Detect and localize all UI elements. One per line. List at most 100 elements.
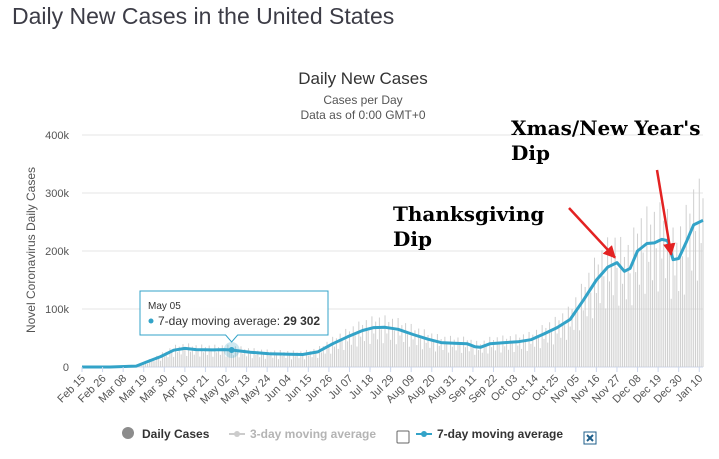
legend-7day-label: 7-day moving average: [437, 427, 563, 441]
daily-case-bar: [259, 357, 261, 367]
daily-case-bar: [195, 345, 197, 367]
daily-case-bar: [620, 236, 622, 367]
chart-data-timestamp: Data as of 0:00 GMT+0: [300, 108, 425, 122]
daily-case-bar: [511, 343, 513, 367]
daily-case-bar: [141, 364, 143, 367]
daily-case-bar: [414, 330, 416, 367]
daily-case-bar: [167, 357, 169, 367]
daily-case-bar: [302, 355, 304, 367]
daily-case-bar: [204, 347, 206, 367]
daily-case-bar: [294, 356, 296, 367]
y-axis-label: Novel Coronavirus Daily Cases: [24, 167, 38, 333]
legend-close-button[interactable]: [583, 431, 597, 445]
daily-case-bar: [305, 349, 307, 367]
y-tick-label: 400k: [45, 130, 69, 142]
daily-case-bar: [416, 345, 418, 367]
daily-case-bar: [313, 348, 315, 367]
daily-case-bar: [429, 347, 431, 367]
daily-case-bar: [281, 355, 283, 367]
daily-case-bar: [491, 347, 493, 367]
daily-case-bar: [440, 338, 442, 367]
daily-case-bar: [212, 356, 214, 367]
daily-case-bar: [392, 318, 393, 367]
daily-case-bar: [504, 346, 506, 367]
daily-case-bar: [272, 357, 274, 367]
annotation-text: Thanksgiving: [393, 202, 544, 226]
daily-case-bar: [173, 356, 175, 367]
daily-case-bar: [199, 356, 201, 367]
daily-case-bar: [350, 344, 352, 367]
daily-case-bar: [274, 350, 276, 367]
daily-case-bar: [685, 204, 687, 367]
daily-case-bar: [435, 351, 437, 367]
daily-case-bar: [451, 346, 453, 367]
daily-case-bar: [420, 338, 422, 367]
daily-case-bar: [227, 344, 229, 367]
daily-cases-bars: [111, 178, 704, 368]
legend-item-3day-average[interactable]: 3-day moving average: [229, 427, 376, 441]
daily-case-bar: [683, 294, 685, 367]
daily-case-bar: [290, 359, 292, 367]
legend-checkbox[interactable]: [396, 430, 410, 444]
legend-item-daily-cases[interactable]: Daily Cases: [122, 427, 210, 441]
daily-case-bar: [681, 256, 683, 367]
daily-case-bar: [691, 270, 693, 367]
daily-case-bar: [638, 284, 640, 367]
daily-case-bar: [242, 353, 244, 367]
daily-case-bar: [238, 357, 240, 367]
daily-case-bar: [687, 257, 689, 367]
legend-item-7day-average[interactable]: 7-day moving average: [416, 427, 563, 441]
daily-case-bar: [515, 334, 517, 367]
daily-case-bar: [371, 316, 373, 367]
daily-case-bar: [408, 346, 410, 367]
daily-case-bar: [266, 349, 268, 367]
daily-case-bar: [251, 358, 253, 367]
daily-case-bar: [526, 350, 528, 367]
daily-case-bar: [545, 327, 547, 367]
daily-case-bar: [506, 338, 508, 367]
daily-case-bar: [191, 346, 193, 367]
daily-case-bar: [689, 213, 691, 367]
daily-case-bar: [496, 337, 498, 367]
daily-case-bar: [197, 350, 199, 367]
daily-case-bar: [171, 351, 173, 367]
daily-case-bar: [524, 341, 526, 367]
daily-case-bar: [661, 258, 663, 367]
daily-case-bar: [487, 353, 489, 367]
daily-case-bar: [180, 354, 182, 367]
daily-case-bar: [670, 298, 672, 367]
daily-case-bar: [453, 339, 455, 367]
daily-case-bar: [418, 328, 420, 367]
daily-case-bar: [455, 350, 457, 367]
daily-case-bar: [382, 343, 384, 367]
close-icon: [586, 434, 594, 442]
daily-case-bar: [292, 350, 294, 367]
daily-case-bar: [214, 344, 216, 367]
daily-case-bar: [425, 342, 427, 367]
daily-case-bar: [560, 337, 562, 367]
daily-case-bar: [247, 348, 249, 367]
daily-case-bar: [395, 344, 397, 367]
daily-case-bar: [347, 341, 349, 367]
daily-case-bar: [334, 346, 336, 367]
daily-case-bar: [163, 356, 165, 367]
daily-case-bar: [466, 340, 468, 367]
daily-case-bar: [629, 273, 631, 367]
daily-case-bar: [320, 352, 322, 367]
daily-case-bar: [665, 278, 667, 367]
daily-case-bar: [277, 359, 279, 367]
daily-case-bar: [577, 311, 579, 367]
daily-case-bar: [276, 354, 278, 367]
daily-case-bar: [627, 244, 629, 367]
daily-case-bar: [595, 293, 597, 367]
daily-case-bar: [401, 325, 403, 367]
daily-case-bar: [442, 350, 444, 367]
daily-case-bar: [461, 352, 463, 367]
daily-case-bar: [597, 264, 599, 367]
daily-case-bar: [255, 354, 257, 367]
daily-case-bar: [300, 351, 302, 367]
daily-case-bar: [384, 315, 386, 367]
daily-case-bar: [307, 355, 309, 367]
daily-case-bar: [165, 351, 167, 367]
daily-case-bar: [236, 351, 238, 367]
